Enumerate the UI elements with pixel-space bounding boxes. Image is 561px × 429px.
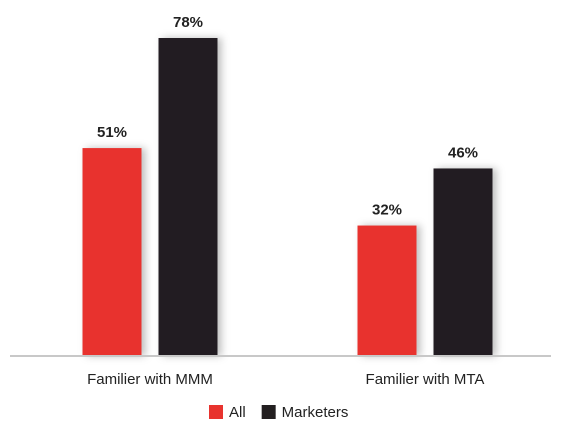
bar — [158, 38, 218, 356]
value-label: 46% — [448, 144, 478, 161]
x-tick-label: Familier with MMM — [87, 371, 213, 388]
value-label: 32% — [372, 202, 402, 219]
bar — [357, 225, 417, 356]
legend-swatch — [261, 405, 276, 419]
legend-swatch — [209, 405, 223, 419]
legend-label: Marketers — [282, 404, 349, 421]
bar — [82, 148, 142, 356]
x-tick-label: Familier with MTA — [366, 371, 485, 388]
legend-label: All — [229, 404, 246, 421]
value-label: 78% — [173, 14, 203, 31]
bar — [433, 168, 493, 356]
value-label: 51% — [97, 124, 127, 141]
